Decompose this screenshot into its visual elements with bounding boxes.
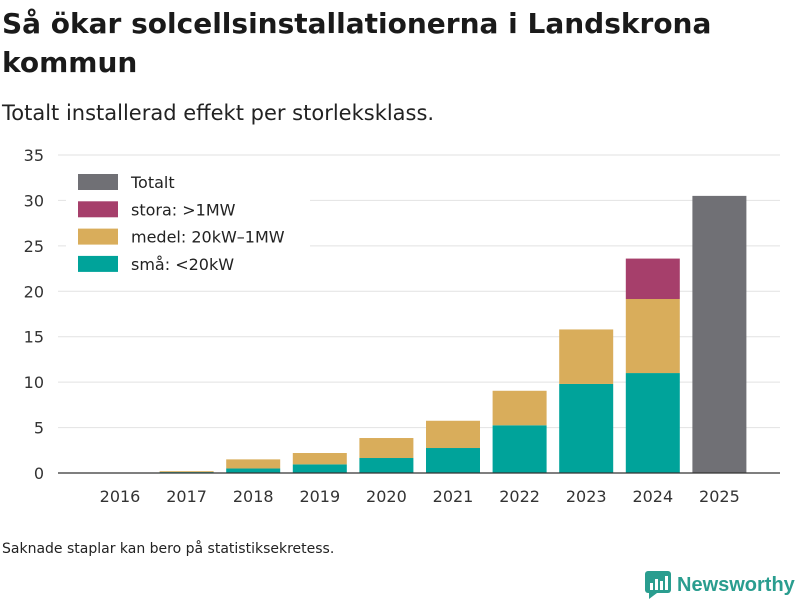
chart-title: Så ökar solcellsinstallationerna i Lands… <box>2 7 712 79</box>
bar-sma-2024 <box>625 373 680 473</box>
brand-name: Newsworthy <box>677 573 795 596</box>
bar-sma-2018 <box>226 468 281 473</box>
bar-medel-2019 <box>292 453 347 465</box>
y-tick-label: 20 <box>24 282 44 301</box>
y-tick-label: 0 <box>34 464 44 483</box>
bar-sma-2020 <box>359 458 414 473</box>
bar-sma-2019 <box>292 464 347 473</box>
legend-label-stora: stora: >1MW <box>131 200 236 219</box>
x-tick-label: 2018 <box>233 487 274 506</box>
x-tick-label: 2017 <box>166 487 207 506</box>
legend-swatch-stora <box>78 201 118 218</box>
bar-sma-2021 <box>426 448 480 473</box>
x-tick-label: 2019 <box>299 487 340 506</box>
bar-medel-2017 <box>159 471 214 473</box>
x-axis-tick-labels: 2016 2017 2018 2019 2020 2021 2022 2023 2024 2025 <box>100 487 740 506</box>
x-tick-label: 2022 <box>499 487 540 506</box>
bars <box>93 195 747 474</box>
y-tick-label: 15 <box>24 328 44 347</box>
legend: Totalt stora: >1MW medel: 20kW–1MW små: <20… <box>66 168 310 280</box>
bar-medel-2022 <box>492 390 547 426</box>
legend-label-medel: medel: 20kW–1MW <box>131 228 285 247</box>
x-tick-label: 2024 <box>632 487 673 506</box>
bar-medel-2023 <box>559 329 614 384</box>
bar-medel-2020 <box>359 438 414 459</box>
y-tick-label: 25 <box>24 237 44 256</box>
newsworthy-logo-icon <box>645 571 671 599</box>
y-tick-label: 5 <box>34 419 44 438</box>
bar-stora-2024 <box>625 258 680 300</box>
x-tick-label: 2023 <box>566 487 607 506</box>
legend-swatch-medel <box>78 228 118 245</box>
bar-totalt-2025 <box>692 195 747 473</box>
x-tick-label: 2016 <box>100 487 141 506</box>
legend-label-sma: små: <20kW <box>131 255 234 274</box>
bar-sma-2022 <box>492 425 547 473</box>
legend-swatch-sma <box>78 255 118 272</box>
y-tick-label: 30 <box>24 191 44 210</box>
y-tick-label: 10 <box>24 373 44 392</box>
bar-sma-2023 <box>559 383 614 473</box>
bar-medel-2018 <box>226 459 281 469</box>
legend-swatch-totalt <box>78 174 118 190</box>
chart-subtitle: Totalt installerad effekt per storlekskl… <box>2 101 435 125</box>
y-axis-tick-labels: 0 5 10 15 20 25 30 35 <box>24 146 44 483</box>
brand-logo: Newsworthy <box>645 571 795 599</box>
x-tick-label: 2021 <box>433 487 474 506</box>
footnote: Saknade staplar kan bero på statistiksek… <box>2 541 335 557</box>
y-tick-label: 35 <box>24 146 44 165</box>
x-tick-label: 2025 <box>699 487 740 506</box>
x-tick-label: 2020 <box>366 487 407 506</box>
legend-label-totalt: Totalt <box>130 173 175 192</box>
bar-medel-2024 <box>625 299 680 374</box>
bar-medel-2021 <box>426 420 480 449</box>
